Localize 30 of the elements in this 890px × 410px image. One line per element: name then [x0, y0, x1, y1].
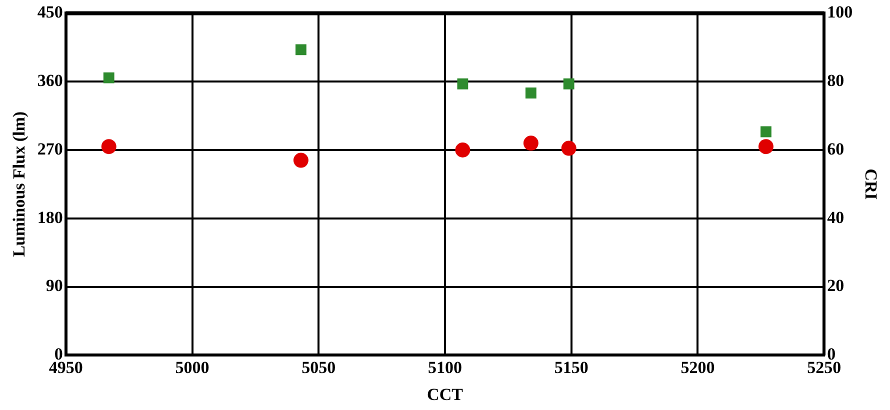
point	[758, 139, 774, 154]
y-tick-label: 270	[37, 139, 63, 158]
point	[295, 44, 306, 56]
point	[760, 126, 772, 138]
point	[561, 140, 576, 156]
x-tick-label: 5150	[554, 358, 588, 377]
y-tick-label: 360	[37, 70, 63, 90]
point	[455, 142, 470, 158]
y-tick-label: 90	[46, 276, 63, 296]
x-tick-label: 5050	[302, 358, 336, 377]
point	[457, 78, 468, 90]
point	[293, 152, 308, 168]
point	[563, 78, 574, 90]
y2-tick-label: 80	[827, 70, 844, 90]
point	[523, 136, 538, 151]
point	[101, 139, 116, 154]
y2-tick-label: 40	[827, 208, 844, 227]
x-tick-label: 5100	[428, 358, 462, 377]
y2-axis-title: CRI	[861, 168, 880, 200]
x-tick-label: 5000	[175, 358, 210, 377]
y2-tick-label: 100	[827, 2, 853, 22]
y-axis-title: Luminous Flux (lm)	[10, 111, 29, 257]
y-tick-label: 450	[37, 2, 63, 22]
x-tick-label: 5200	[680, 358, 715, 377]
y2-tick-label: 20	[827, 276, 844, 296]
point	[525, 88, 536, 98]
y2-tick-label: 60	[827, 139, 844, 158]
y-tick-label: 180	[37, 208, 63, 227]
x-axis-title: CCT	[427, 385, 464, 404]
point	[103, 72, 114, 84]
